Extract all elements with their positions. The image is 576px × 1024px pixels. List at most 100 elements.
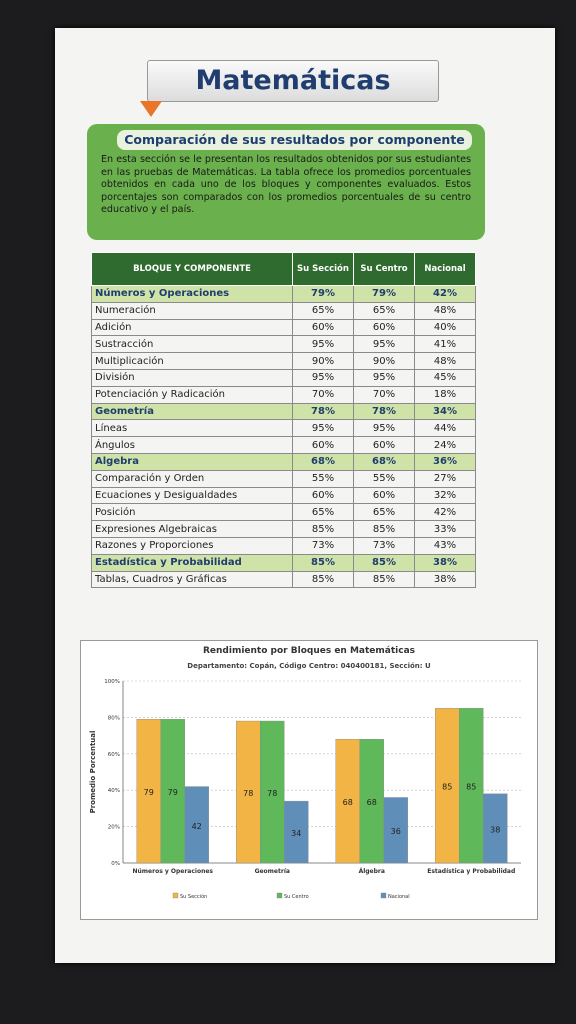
component-value: 95% — [292, 368, 354, 387]
value-label: 79 — [144, 788, 154, 797]
component-name: Líneas — [91, 419, 293, 438]
component-value: 41% — [414, 335, 476, 354]
component-name: Ecuaciones y Desigualdades — [91, 486, 293, 505]
column-header: Nacional — [414, 252, 476, 286]
component-name: Expresiones Algebraicas — [91, 520, 293, 538]
component-value: 70% — [292, 385, 354, 404]
component-value: 55% — [292, 469, 354, 488]
x-tick-label: Geometría — [255, 868, 290, 875]
bar — [335, 739, 360, 864]
group-value: 79% — [292, 285, 354, 303]
component-row: División 95% 95% 45% — [91, 368, 476, 387]
y-tick-label: 0% — [111, 861, 120, 867]
value-label: 85 — [442, 783, 452, 792]
component-value: 44% — [414, 419, 476, 438]
bar — [435, 708, 460, 864]
bar — [383, 797, 408, 864]
component-value: 85% — [353, 570, 415, 589]
component-value: 95% — [353, 419, 415, 438]
component-value: 24% — [414, 436, 476, 454]
component-name: Multiplicación — [91, 352, 293, 370]
section-title: Comparación de sus resultados por compon… — [117, 130, 472, 150]
group-row: Algebra 68% 68% 36% — [91, 452, 476, 471]
component-row: Posición 65% 65% 42% — [91, 503, 476, 522]
x-tick-label: Álgebra — [359, 868, 385, 875]
component-row: Numeración 65% 65% 48% — [91, 301, 476, 320]
component-row: Líneas 95% 95% 44% — [91, 419, 476, 438]
component-value: 65% — [353, 503, 415, 522]
component-name: Posición — [91, 503, 293, 522]
x-tick-label: Estadística y Probabilidad — [427, 868, 515, 875]
group-value: 42% — [414, 285, 476, 303]
group-name: Números y Operaciones — [91, 285, 293, 303]
chart: Rendimiento por Bloques en Matemáticas De… — [89, 646, 521, 900]
component-row: Comparación y Orden 55% 55% 27% — [91, 469, 476, 488]
section-text: En esta sección se le presentan los resu… — [101, 154, 471, 215]
y-tick-label: 80% — [108, 715, 120, 721]
arrow — [140, 101, 162, 117]
component-value: 73% — [353, 536, 415, 555]
group-value: 78% — [353, 402, 415, 421]
column-header: Su Centro — [353, 252, 415, 286]
component-name: Ángulos — [91, 436, 293, 454]
component-value: 85% — [353, 520, 415, 538]
value-label: 36 — [391, 827, 401, 836]
component-value: 60% — [292, 486, 354, 505]
component-value: 43% — [414, 536, 476, 555]
component-value: 40% — [414, 318, 476, 337]
component-value: 70% — [353, 385, 415, 404]
component-value: 60% — [353, 486, 415, 505]
component-row: Tablas, Cuadros y Gráficas 85% 85% 38% — [91, 570, 476, 589]
group-row: Estadística y Probabilidad 85% 85% 38% — [91, 553, 476, 572]
legend-swatch — [172, 892, 179, 899]
component-value: 95% — [353, 368, 415, 387]
component-value: 90% — [353, 352, 415, 370]
component-value: 60% — [292, 436, 354, 454]
legend-swatch — [276, 892, 283, 899]
component-value: 42% — [414, 503, 476, 522]
value-label: 38 — [490, 825, 500, 834]
group-value: 36% — [414, 452, 476, 471]
group-row: Números y Operaciones 79% 79% 42% — [91, 285, 476, 303]
component-row: Multiplicación 90% 90% 48% — [91, 352, 476, 370]
component-value: 95% — [292, 335, 354, 354]
component-value: 65% — [292, 503, 354, 522]
component-row: Ecuaciones y Desigualdades 60% 60% 32% — [91, 486, 476, 505]
group-value: 68% — [353, 452, 415, 471]
component-row: Sustracción 95% 95% 41% — [91, 335, 476, 354]
component-name: Numeración — [91, 301, 293, 320]
bar — [284, 800, 309, 864]
component-value: 38% — [414, 570, 476, 589]
value-label: 78 — [243, 789, 253, 798]
group-value: 85% — [353, 553, 415, 572]
y-tick-label: 60% — [108, 752, 120, 758]
component-value: 45% — [414, 368, 476, 387]
component-row: Potenciación y Radicación 70% 70% 18% — [91, 385, 476, 404]
component-value: 60% — [353, 436, 415, 454]
group-value: 79% — [353, 285, 415, 303]
header-row: BLOQUE Y COMPONENTE Su Sección Su Centro Na… — [91, 252, 476, 286]
group-name: Estadística y Probabilidad — [91, 553, 293, 572]
value-label: 78 — [267, 789, 277, 798]
column-header: BLOQUE Y COMPONENTE — [91, 252, 293, 286]
results-table: BLOQUE Y COMPONENTE Su Sección Su Centro Na… — [91, 252, 476, 589]
bar — [136, 719, 161, 864]
component-value: 95% — [292, 419, 354, 438]
value-label: 79 — [168, 788, 178, 797]
component-value: 95% — [353, 335, 415, 354]
component-value: 55% — [353, 469, 415, 488]
bar — [483, 793, 508, 864]
component-value: 33% — [414, 520, 476, 538]
component-value: 60% — [292, 318, 354, 337]
group-row: Geometría 78% 78% 34% — [91, 402, 476, 421]
value-label: 42 — [192, 822, 202, 831]
component-value: 48% — [414, 301, 476, 320]
value-label: 68 — [343, 798, 353, 807]
y-tick-label: 20% — [108, 825, 120, 831]
group-value: 68% — [292, 452, 354, 471]
component-value: 32% — [414, 486, 476, 505]
component-value: 85% — [292, 520, 354, 538]
component-row: Adición 60% 60% 40% — [91, 318, 476, 337]
group-value: 38% — [414, 553, 476, 572]
